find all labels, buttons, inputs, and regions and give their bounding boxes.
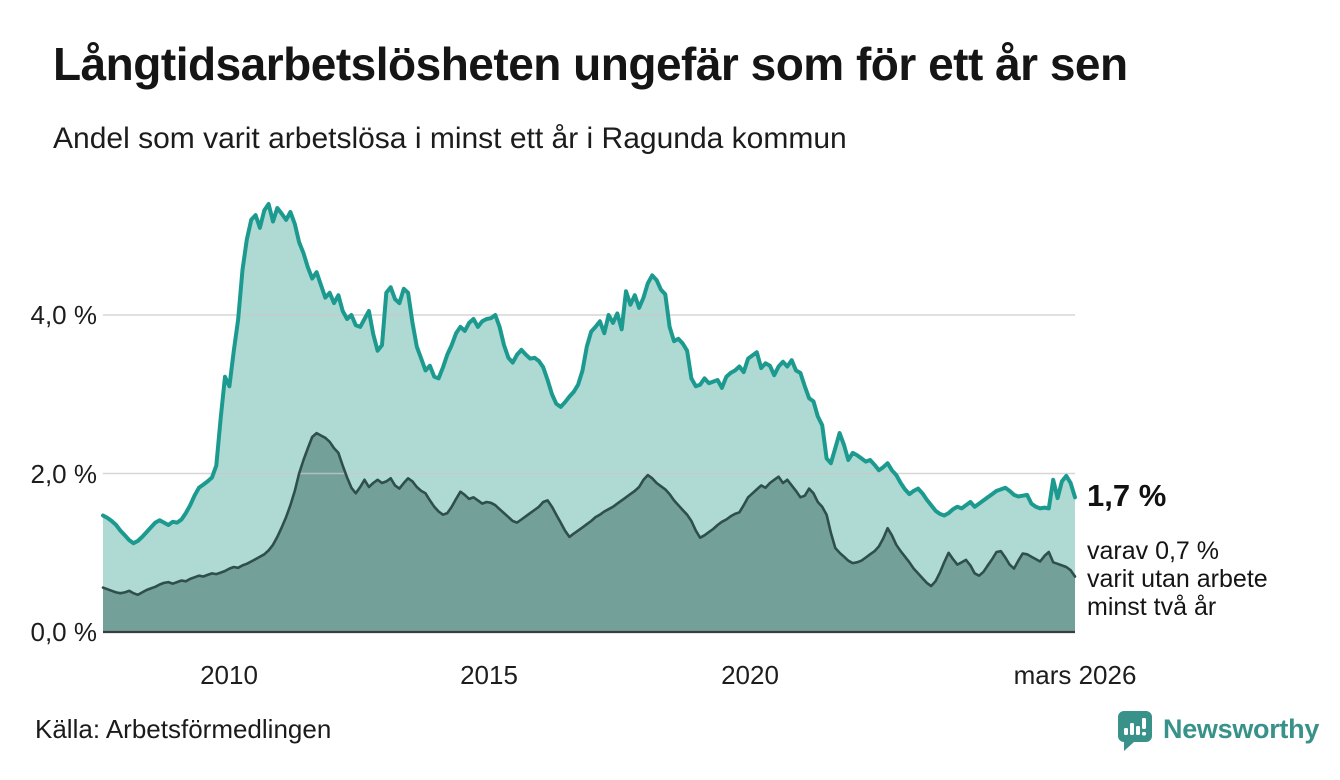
two-year-line (101, 431, 1077, 597)
secondary-value-label: varav 0,7 % varit utan arbete minst två … (1087, 537, 1268, 621)
x-tick-label: mars 2026 (1013, 660, 1137, 690)
y-tick-label: 2,0 % (30, 458, 98, 489)
source-label: Källa: Arbetsförmedlingen (35, 714, 332, 744)
x-tick-label: 2020 (721, 660, 779, 690)
y-tick-label: 0,0 % (30, 617, 98, 647)
x-tick-label: 2010 (200, 660, 258, 690)
x-tick-label: 2015 (460, 660, 518, 690)
two-year-area-fill (103, 433, 1075, 632)
total-line (101, 202, 1077, 546)
y-tick-label: 4,0 % (30, 300, 98, 330)
secondary-value-line: minst två år (1087, 593, 1217, 621)
newsworthy-icon (1118, 711, 1152, 751)
newsworthy-wordmark: Newsworthy (1163, 714, 1320, 744)
latest-value-label: 1,7 % (1087, 478, 1167, 513)
newsworthy-logo: Newsworthy (1117, 710, 1319, 752)
page-title: Långtidsarbetslösheten ungefär som för e… (53, 38, 1128, 90)
secondary-value-line: varit utan arbete (1087, 565, 1268, 593)
secondary-value-line: varav 0,7 % (1087, 537, 1220, 565)
chart-subtitle: Andel som varit arbetslösa i minst ett å… (53, 122, 847, 155)
